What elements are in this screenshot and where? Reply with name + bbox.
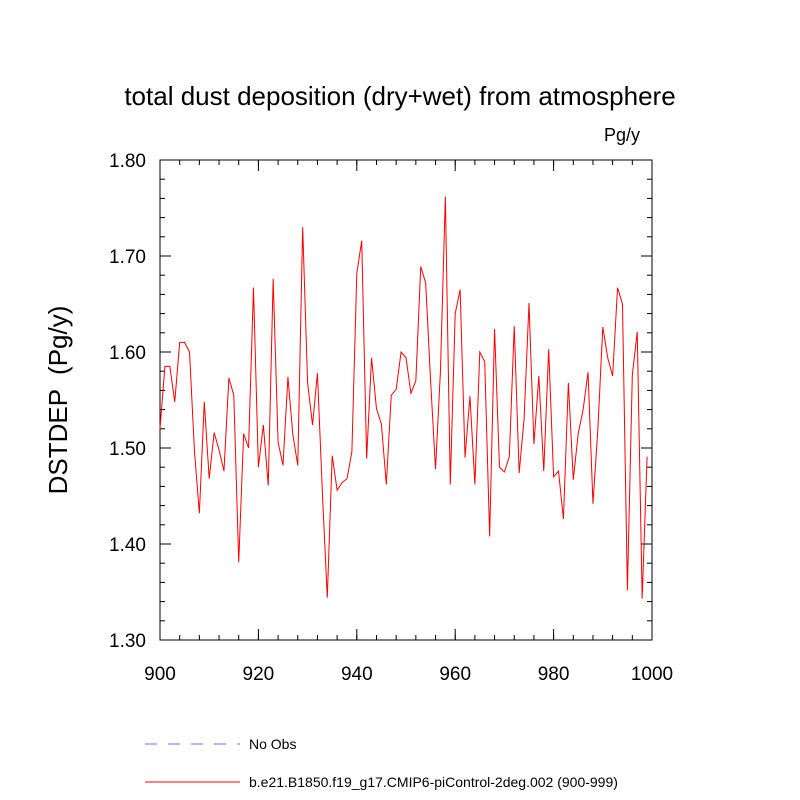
y-tick-label: 1.40	[109, 535, 146, 556]
x-tick-label: 920	[243, 664, 275, 685]
y-axis-ticks: 1.30 1.40 1.50 1.60 1.70 1.80	[109, 151, 652, 652]
legend: No Obs b.e21.B1850.f19_g17.CMIP6-piContr…	[145, 736, 618, 790]
y-tick-label: 1.70	[109, 247, 146, 268]
y-tick-label: 1.60	[109, 343, 146, 364]
units-label: Pg/y	[604, 125, 640, 145]
series-line-model-run	[159, 196, 648, 599]
y-tick-label: 1.30	[109, 631, 146, 652]
legend-label-no-obs: No Obs	[249, 736, 296, 752]
plot-frame	[159, 159, 653, 641]
x-tick-label: 1000	[631, 664, 673, 685]
series-layer	[159, 196, 648, 599]
y-tick-label: 1.50	[109, 439, 146, 460]
x-axis-ticks: 900 920 940 960 980 1000	[144, 160, 673, 685]
plot-border	[159, 159, 653, 641]
x-tick-label: 900	[144, 664, 176, 685]
chart-title: total dust deposition (dry+wet) from atm…	[124, 81, 675, 111]
y-axis-label: DSTDEP (Pg/y)	[43, 306, 73, 495]
legend-label-model-run: b.e21.B1850.f19_g17.CMIP6-piControl-2deg…	[249, 774, 618, 790]
x-tick-label: 940	[341, 664, 373, 685]
x-tick-label: 960	[439, 664, 471, 685]
x-tick-label: 980	[538, 664, 570, 685]
y-tick-label: 1.80	[109, 151, 146, 172]
